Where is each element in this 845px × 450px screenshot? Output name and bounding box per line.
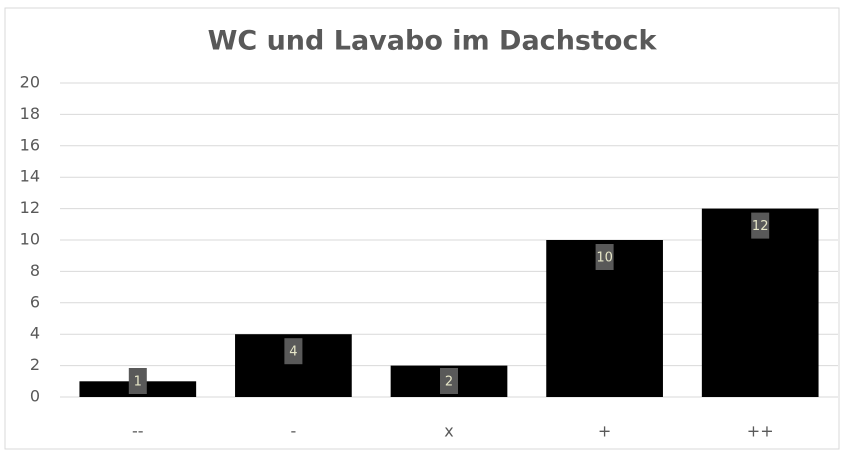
x-tick-label: - (291, 422, 297, 441)
y-tick-label: 20 (20, 73, 40, 92)
chart-title: WC und Lavabo im Dachstock (208, 26, 658, 57)
data-label-box (751, 212, 770, 239)
x-tick-label: + (598, 422, 611, 441)
data-label-box (128, 368, 147, 394)
bar (701, 208, 819, 397)
data-label: 2 (445, 375, 453, 390)
y-tick-label: 4 (30, 324, 40, 343)
y-tick-label: 0 (30, 387, 40, 406)
data-label-box (595, 244, 614, 270)
y-tick-label: 14 (20, 167, 40, 186)
y-tick-label: 6 (30, 292, 40, 311)
data-label-box (284, 338, 303, 365)
data-label-box (440, 368, 458, 394)
y-tick-label: 12 (20, 198, 40, 217)
x-tick-label: ++ (747, 422, 774, 441)
data-label: 4 (289, 345, 297, 360)
data-label: 12 (752, 219, 769, 234)
data-label: 1 (134, 375, 142, 390)
data-label: 10 (596, 251, 613, 266)
x-tick-label: -- (132, 422, 144, 441)
y-tick-label: 18 (20, 104, 40, 123)
y-tick-label: 10 (20, 230, 40, 249)
y-tick-label: 16 (20, 135, 40, 154)
x-tick-label: x (444, 422, 453, 441)
y-tick-label: 8 (30, 261, 40, 280)
y-tick-label: 2 (30, 355, 40, 374)
